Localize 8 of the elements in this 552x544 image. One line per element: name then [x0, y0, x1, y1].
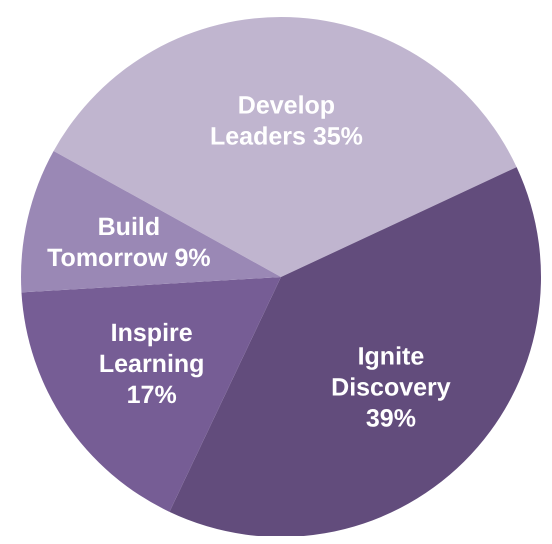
data-label: 17%	[126, 381, 177, 410]
slice-label: Ignite Discovery	[331, 342, 451, 402]
slice-label: Build Tomorrow 9%	[47, 212, 211, 272]
slice-label: Develop Leaders 35%	[210, 92, 363, 151]
data-label: 39%	[366, 404, 416, 433]
slice-label: Inspire Learning	[98, 319, 204, 378]
pie-slice	[21, 277, 281, 512]
pie-slice	[21, 150, 281, 292]
